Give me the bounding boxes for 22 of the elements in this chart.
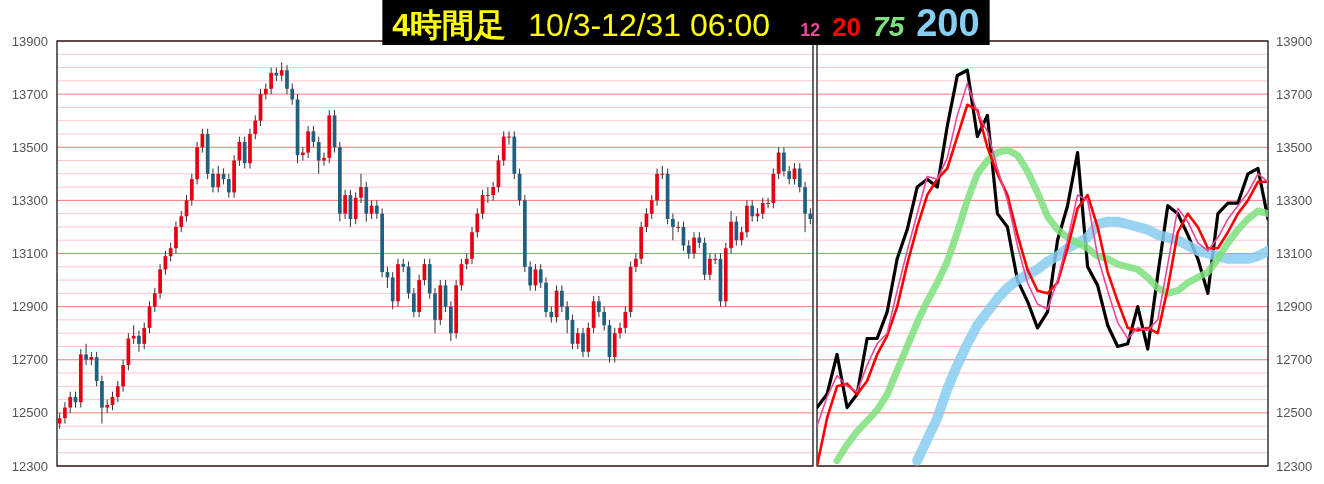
- y-tick-label: 13300: [1276, 192, 1313, 208]
- y-tick-label: 13100: [11, 246, 48, 261]
- y-tick-label: 13500: [1276, 139, 1313, 155]
- y-tick-label: 13100: [1276, 246, 1313, 261]
- y-tick-label: 12300: [11, 458, 48, 474]
- chart-subtitle: 10/3-12/31 06:00: [528, 7, 771, 43]
- chart-title: 4時間足: [392, 7, 507, 43]
- y-tick-label: 13300: [11, 192, 48, 208]
- y-tick-label: 13900: [1276, 33, 1313, 49]
- title-bar: 4時間足 10/3-12/31 06:00 12 20 75 200: [382, 0, 990, 45]
- y-tick-label: 12500: [1276, 405, 1313, 421]
- y-tick-label: 13700: [11, 86, 48, 102]
- y-tick-label: 13500: [11, 139, 48, 155]
- y-tick-label: 13700: [1276, 86, 1313, 102]
- line-series: [817, 103, 1268, 466]
- y-tick-label: 12300: [1276, 458, 1313, 474]
- y-tick-label: 13900: [11, 33, 48, 49]
- y-tick-label: 12900: [11, 299, 48, 315]
- y-tick-label: 12500: [11, 405, 48, 421]
- y-tick-label: 12900: [1276, 299, 1313, 315]
- y-tick-label: 12700: [11, 352, 48, 368]
- y-tick-label: 12700: [1276, 352, 1313, 368]
